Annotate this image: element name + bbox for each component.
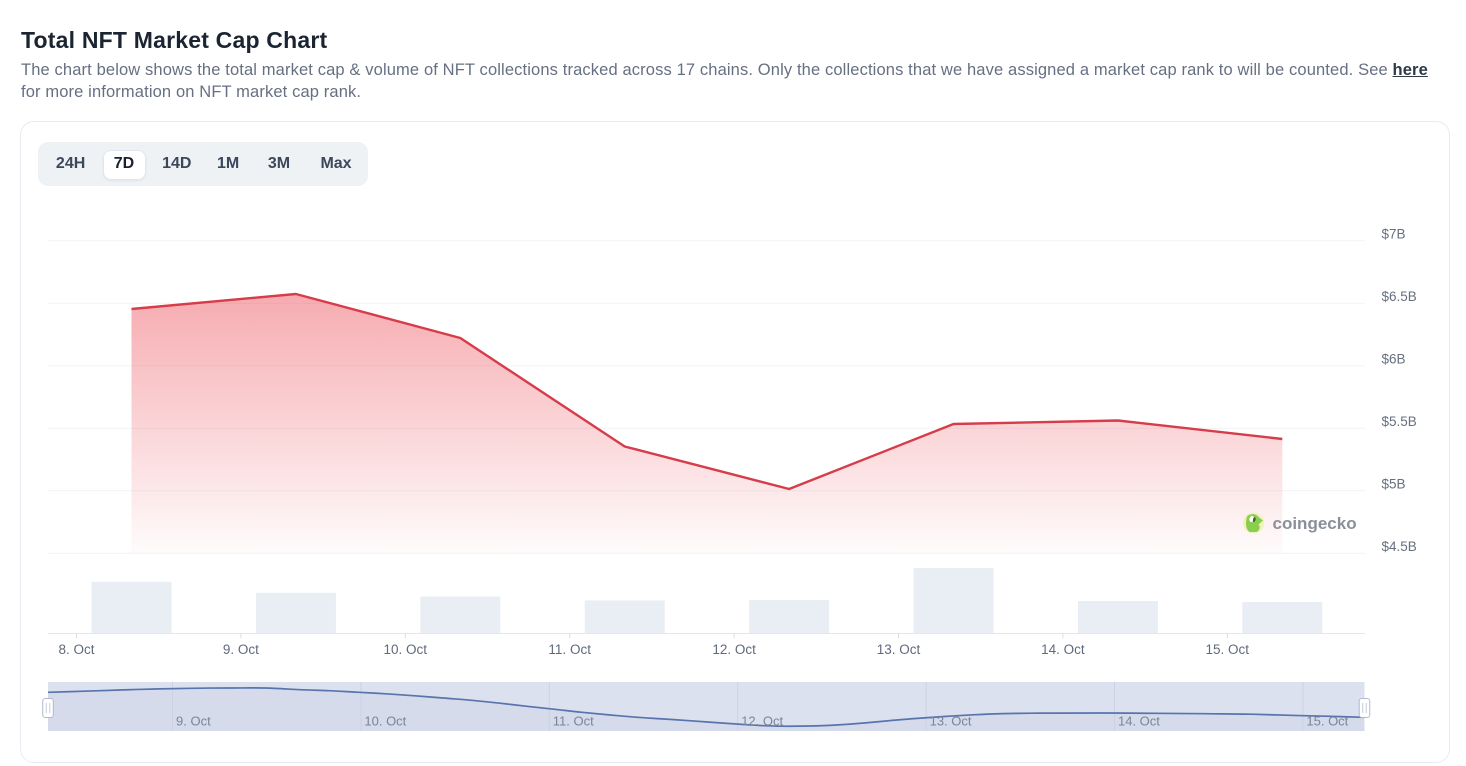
svg-text:10. Oct: 10. Oct [384,642,428,657]
svg-text:11. Oct: 11. Oct [548,642,591,657]
svg-text:9. Oct: 9. Oct [176,714,211,729]
svg-text:15. Oct: 15. Oct [1206,642,1250,657]
svg-text:15. Oct: 15. Oct [1306,714,1348,729]
svg-text:13. Oct: 13. Oct [930,714,972,729]
svg-text:$4.5B: $4.5B [1382,539,1417,554]
svg-text:13. Oct: 13. Oct [877,642,921,657]
svg-text:coingecko: coingecko [1273,514,1357,533]
svg-text:12. Oct: 12. Oct [712,642,756,657]
svg-text:12. Oct: 12. Oct [741,714,783,729]
svg-text:11. Oct: 11. Oct [553,714,594,729]
svg-text:$7B: $7B [1382,226,1406,241]
svg-text:9. Oct: 9. Oct [223,642,259,657]
svg-text:$5B: $5B [1382,476,1406,491]
svg-text:14. Oct: 14. Oct [1118,714,1160,729]
svg-text:$6B: $6B [1382,351,1406,366]
svg-text:$5.5B: $5.5B [1382,414,1417,429]
svg-text:10. Oct: 10. Oct [364,714,406,729]
svg-text:8. Oct: 8. Oct [58,642,94,657]
svg-text:14. Oct: 14. Oct [1041,642,1085,657]
svg-text:$6.5B: $6.5B [1382,289,1417,304]
